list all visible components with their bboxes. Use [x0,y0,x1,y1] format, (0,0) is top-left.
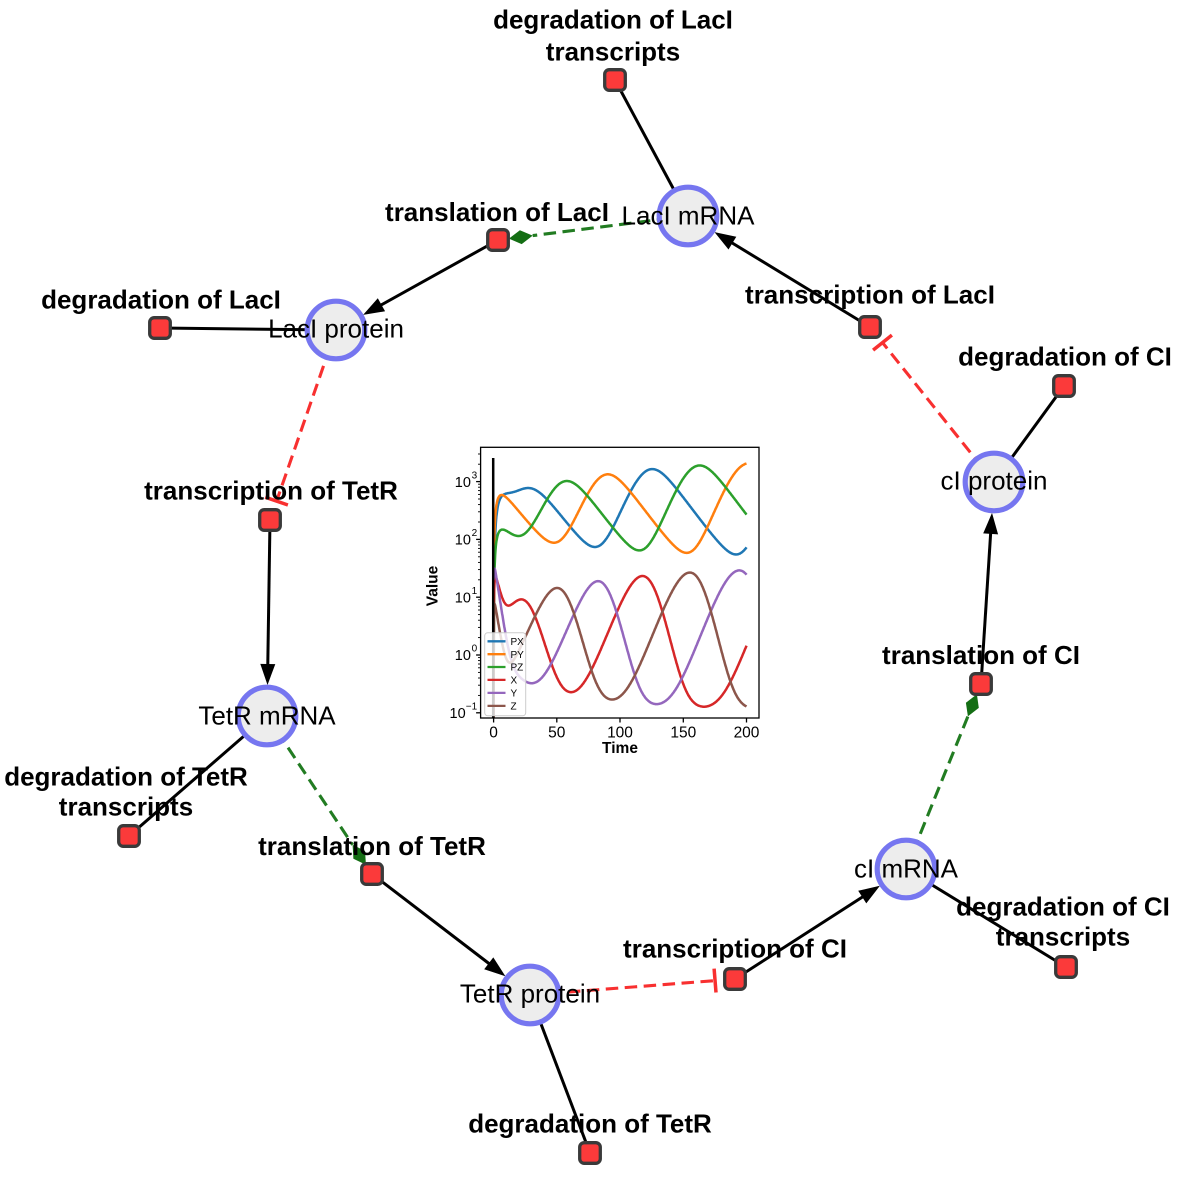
svg-text:degradation of TetR: degradation of TetR [468,1109,712,1139]
svg-text:Value: Value [425,565,442,606]
svg-text:transcripts: transcripts [996,922,1130,952]
svg-text:10: 10 [455,475,471,491]
svg-text:degradation of LacI: degradation of LacI [493,5,733,35]
svg-text:PZ: PZ [511,663,524,674]
svg-text:PY: PY [511,650,525,661]
svg-text:degradation of CI: degradation of CI [958,342,1172,372]
svg-text:X: X [511,676,518,687]
svg-text:PX: PX [511,637,525,648]
svg-text:10: 10 [455,533,471,549]
svg-text:transcription of CI: transcription of CI [623,934,847,964]
svg-text:transcripts: transcripts [546,37,680,67]
svg-text:transcription of TetR: transcription of TetR [144,476,398,506]
svg-text:0: 0 [489,725,498,742]
svg-text:Z: Z [511,702,517,713]
svg-text:translation of CI: translation of CI [882,640,1080,670]
svg-text:−1: −1 [466,702,478,713]
svg-text:Y: Y [511,689,518,700]
svg-text:150: 150 [670,725,696,742]
svg-text:200: 200 [734,725,760,742]
svg-text:0: 0 [472,644,478,655]
svg-text:cI mRNA: cI mRNA [854,854,959,884]
svg-text:Time: Time [602,740,638,757]
svg-text:10: 10 [455,648,471,664]
svg-text:3: 3 [472,470,478,481]
svg-text:LacI protein: LacI protein [268,314,404,344]
svg-text:cI protein: cI protein [941,466,1048,496]
svg-text:TetR mRNA: TetR mRNA [198,701,336,731]
svg-text:2: 2 [472,528,478,539]
svg-text:LacI mRNA: LacI mRNA [622,201,756,231]
svg-text:TetR protein: TetR protein [460,979,600,1009]
svg-text:degradation of LacI: degradation of LacI [41,285,281,315]
svg-text:degradation of CI: degradation of CI [956,892,1170,922]
svg-text:10: 10 [455,590,471,606]
svg-text:transcription of LacI: transcription of LacI [745,280,995,310]
svg-text:degradation of TetR: degradation of TetR [4,762,248,792]
svg-text:100: 100 [607,725,633,742]
svg-text:50: 50 [548,725,566,742]
svg-text:translation of LacI: translation of LacI [385,197,609,227]
svg-text:10: 10 [450,706,466,722]
svg-text:1: 1 [472,586,478,597]
svg-text:transcripts: transcripts [59,792,193,822]
svg-text:translation of TetR: translation of TetR [258,831,486,861]
